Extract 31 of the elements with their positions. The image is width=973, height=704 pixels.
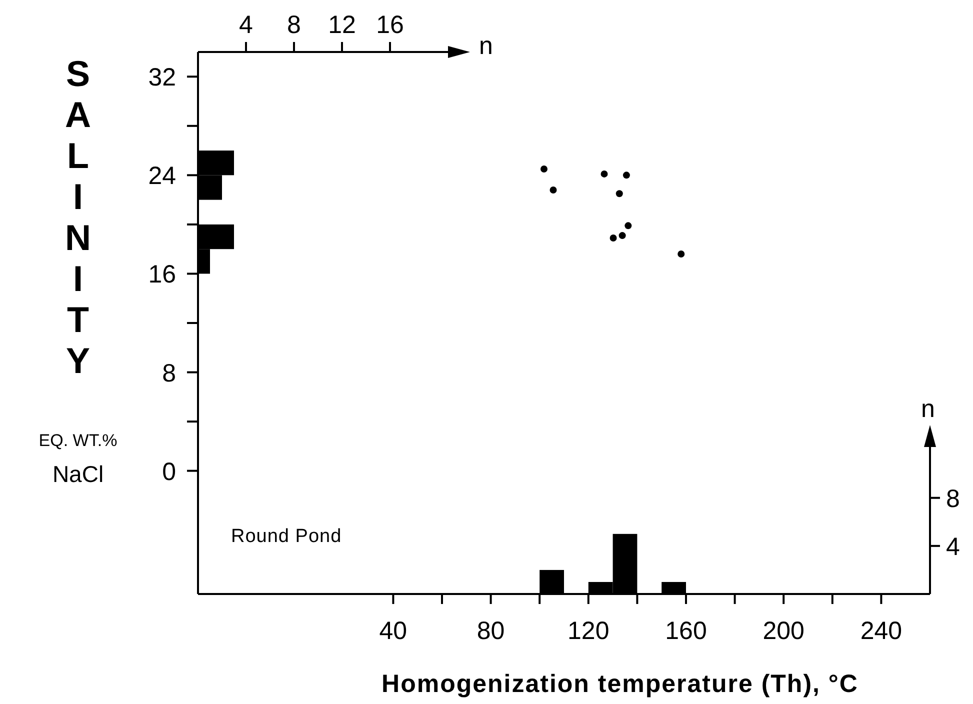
y-tick-label: 32 (148, 64, 176, 92)
x-tick-label: 12 (328, 11, 356, 39)
point (624, 222, 632, 230)
x-tick-label: 8 (287, 11, 301, 39)
point (540, 166, 548, 173)
text: EQ. WT.% (38, 431, 118, 450)
point (600, 170, 608, 178)
point (550, 186, 557, 194)
y-axis-title: n (921, 395, 935, 423)
y-axis-title: SALINITY (65, 53, 91, 381)
x-tick-label: 40 (379, 617, 408, 645)
x-tick-label: 120 (568, 617, 610, 645)
point (616, 190, 623, 198)
x-tick-label: 240 (860, 617, 902, 645)
x-axis-title: n (479, 32, 493, 60)
point (622, 172, 630, 179)
annotation: Round Pond (231, 526, 342, 547)
x-tick-label: 16 (376, 11, 404, 39)
point (678, 250, 685, 258)
y-tick-label: 8 (162, 359, 176, 388)
point (610, 234, 617, 242)
point (618, 232, 626, 240)
x-tick-label: 160 (665, 617, 707, 645)
y-tick-label: 24 (148, 162, 176, 190)
y-tick-label: 16 (148, 260, 176, 289)
x-tick-label: 4 (239, 11, 254, 39)
x-tick-label: 200 (762, 617, 804, 645)
x-axis-title: Homogenization temperature (Th), °C (382, 670, 858, 698)
y-tick-label: 0 (162, 458, 176, 486)
x-tick-label: 80 (476, 617, 505, 645)
text: NaCl (52, 461, 104, 487)
